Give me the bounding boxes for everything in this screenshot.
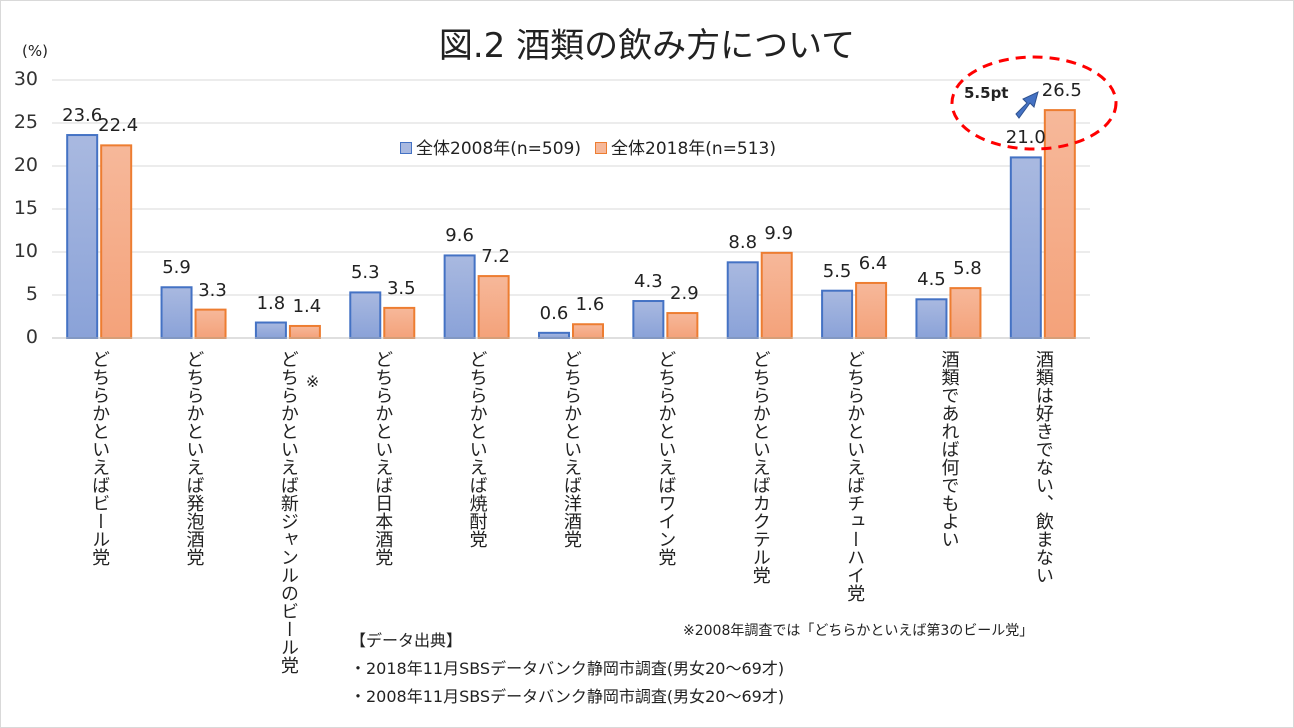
data-label: 2.9 bbox=[670, 283, 699, 305]
x-tick-label: どちらかといえば日本酒党 bbox=[372, 350, 394, 566]
legend-item-2018: 全体2018年(n=513) bbox=[595, 134, 776, 159]
footnote: ※2008年調査では「どちらかといえば第3のビール党」 bbox=[683, 623, 1034, 639]
data-label: 5.8 bbox=[953, 258, 982, 280]
bar-2008 bbox=[254, 321, 287, 339]
x-tick-label: どちらかといえばチューハイ党 bbox=[844, 350, 866, 602]
data-label: 6.4 bbox=[858, 252, 888, 274]
data-label: 3.3 bbox=[198, 279, 227, 301]
bar-2008 bbox=[443, 254, 476, 339]
data-label: 21.0 bbox=[1005, 127, 1046, 149]
bar-2008 bbox=[821, 289, 854, 340]
y-tick-label: 10 bbox=[13, 240, 38, 262]
source-heading: 【データ出典】 bbox=[350, 631, 463, 650]
annotation-text: 5.5pt bbox=[964, 84, 1009, 102]
bar-2008 bbox=[160, 286, 193, 340]
increase-arrow-icon bbox=[1015, 91, 1039, 119]
bar-2018 bbox=[1043, 109, 1076, 339]
bar-2018 bbox=[666, 312, 699, 339]
y-tick-label: 15 bbox=[13, 197, 38, 219]
x-tick-label: 酒類であれば何でもよい bbox=[938, 350, 960, 548]
bar-2018 bbox=[949, 287, 982, 339]
data-label: 9.9 bbox=[764, 222, 794, 244]
bar-2018 bbox=[383, 306, 416, 339]
data-label: 5.5 bbox=[822, 260, 852, 282]
legend: 全体2008年(n=509) 全体2018年(n=513) bbox=[400, 134, 776, 159]
data-label: 7.2 bbox=[481, 246, 510, 268]
bar-2008 bbox=[349, 291, 382, 340]
bar-2018 bbox=[572, 323, 604, 339]
data-label: 22.4 bbox=[98, 115, 139, 137]
x-tick-label: どちらかといえば洋酒党 bbox=[561, 350, 582, 548]
legend-item-2008: 全体2008年(n=509) bbox=[400, 134, 581, 159]
x-tick-label: 酒類は好きでない、飲まない bbox=[1032, 350, 1054, 584]
data-label: 5.3 bbox=[350, 262, 380, 284]
bar-2018 bbox=[477, 275, 510, 339]
bar-2008 bbox=[66, 134, 99, 339]
bar-2018 bbox=[100, 144, 133, 339]
category-mark: ※ bbox=[305, 372, 320, 391]
y-tick-label: 0 bbox=[25, 326, 38, 348]
source-line: ・2008年11月SBSデータバンク静岡市調査(男女20～69才) bbox=[350, 687, 785, 706]
bar-2008 bbox=[726, 261, 759, 340]
y-tick-label: 20 bbox=[13, 154, 38, 176]
bar-2008 bbox=[915, 298, 948, 339]
y-tick-label: 30 bbox=[13, 68, 38, 90]
bar-2008 bbox=[538, 331, 570, 339]
highlight-ellipse bbox=[950, 55, 1118, 151]
data-label: 3.5 bbox=[386, 277, 416, 299]
y-tick-label: 5 bbox=[25, 283, 38, 305]
x-tick-label: どちらかといえば発泡酒党 bbox=[183, 350, 205, 566]
data-label: 8.8 bbox=[728, 232, 758, 254]
data-label: 4.3 bbox=[634, 271, 663, 293]
data-label: 26.5 bbox=[1041, 80, 1082, 102]
x-tick-label: どちらかといえば焼酎党 bbox=[466, 350, 488, 548]
bar-2018 bbox=[855, 281, 888, 339]
source-line: ・2018年11月SBSデータバンク静岡市調査(男女20～69才) bbox=[350, 659, 785, 678]
bar-2008 bbox=[1009, 156, 1042, 339]
data-label: 0.6 bbox=[539, 302, 569, 324]
chart-title: 図.2 酒類の飲み方について bbox=[438, 26, 856, 66]
x-tick-label: どちらかといえばビール党 bbox=[89, 350, 111, 566]
y-axis-unit: (%) bbox=[22, 42, 48, 60]
bar-2008 bbox=[632, 300, 665, 339]
data-label: 4.5 bbox=[917, 269, 946, 291]
data-label: 9.6 bbox=[445, 225, 474, 247]
x-tick-label: どちらかといえばカクテル党 bbox=[749, 350, 771, 584]
y-tick-label: 25 bbox=[13, 111, 38, 133]
data-label: 1.8 bbox=[256, 292, 286, 314]
data-label: 5.9 bbox=[162, 257, 191, 279]
data-label: 23.6 bbox=[62, 105, 103, 127]
data-label: 1.6 bbox=[575, 294, 605, 316]
data-label: 1.4 bbox=[292, 295, 322, 317]
x-tick-label: どちらかといえば新ジャンルのビール党 bbox=[277, 350, 299, 674]
x-tick-label: どちらかといえばワイン党 bbox=[655, 350, 677, 566]
bar-2018 bbox=[760, 251, 793, 339]
bar-2018 bbox=[288, 324, 321, 339]
bar-2018 bbox=[194, 308, 227, 339]
